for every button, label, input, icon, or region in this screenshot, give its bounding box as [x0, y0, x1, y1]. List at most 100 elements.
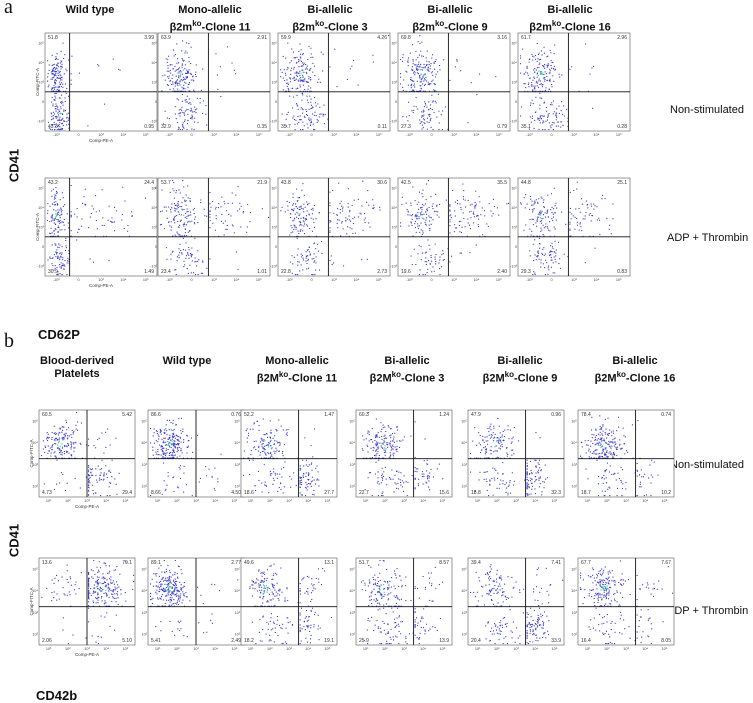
event-dot [54, 577, 56, 579]
event-dot [305, 487, 307, 489]
event-dot [296, 216, 298, 218]
event-dot [555, 119, 557, 121]
x-tick-label: 10⁵ [231, 499, 237, 503]
event-dot [309, 77, 311, 79]
event-dot [88, 490, 90, 492]
event-dot [529, 473, 531, 475]
event-dot [88, 477, 90, 479]
event-dot [189, 253, 191, 255]
event-dot [71, 457, 73, 459]
event-dot [487, 443, 489, 445]
event-dot [187, 72, 189, 74]
event-dot [176, 256, 178, 258]
event-dot [311, 480, 313, 482]
event-dot [164, 588, 166, 590]
event-dot [597, 433, 599, 435]
event-dot [88, 480, 90, 482]
event-dot [173, 219, 175, 221]
event-dot [178, 126, 180, 128]
event-dot [70, 73, 72, 75]
event-dot [173, 190, 175, 192]
event-dot [189, 264, 191, 266]
event-dot [171, 443, 173, 445]
event-dot [538, 479, 540, 481]
event-dot [419, 269, 421, 271]
event-dot [408, 115, 410, 117]
event-dot [297, 108, 299, 110]
event-dot [112, 589, 114, 591]
event-dot [617, 446, 619, 448]
x-tick-label: -10³ [53, 133, 60, 137]
event-dot [485, 448, 487, 450]
event-dot [381, 428, 383, 430]
event-dot [178, 213, 180, 215]
event-dot [282, 429, 284, 431]
event-dot [541, 197, 543, 199]
event-dot [59, 244, 61, 246]
event-dot [181, 80, 183, 82]
event-dot [56, 214, 58, 216]
event-dot [361, 205, 363, 207]
event-dot [530, 470, 532, 472]
event-dot [178, 70, 180, 72]
event-dot [258, 425, 260, 427]
event-dot [483, 471, 485, 473]
event-dot [166, 457, 168, 459]
event-dot [169, 419, 171, 421]
event-dot [540, 73, 542, 75]
event-dot [293, 115, 295, 117]
event-dot [410, 221, 412, 223]
event-dot [340, 200, 342, 202]
quadrant-percent: 43.3 [48, 124, 58, 130]
event-dot [414, 215, 416, 217]
event-dot [343, 265, 345, 267]
event-dot [178, 466, 180, 468]
event-dot [442, 253, 444, 255]
event-dot [544, 464, 546, 466]
event-dot [59, 220, 61, 222]
event-dot [190, 256, 192, 258]
event-dot [55, 251, 57, 253]
event-dot [189, 198, 191, 200]
event-dot [604, 470, 606, 472]
event-dot [537, 82, 539, 84]
event-dot [649, 464, 651, 466]
event-dot [176, 435, 178, 437]
event-dot [44, 451, 46, 453]
event-dot [425, 224, 427, 226]
event-dot [573, 189, 575, 191]
event-dot [197, 434, 199, 436]
event-dot [300, 72, 302, 74]
event-dot [548, 122, 550, 124]
event-dot [188, 83, 190, 85]
event-dot [539, 92, 541, 94]
event-dot [578, 229, 580, 231]
event-dot [64, 54, 66, 56]
event-dot [426, 261, 428, 263]
event-dot [165, 448, 167, 450]
event-dot [470, 457, 472, 459]
event-dot [88, 466, 90, 468]
event-dot [90, 472, 92, 474]
col-title-line1: Bi-allelic [497, 355, 543, 367]
event-dot [184, 88, 186, 90]
event-dot [293, 256, 295, 258]
event-dot [541, 84, 543, 86]
event-dot [563, 253, 565, 255]
event-dot [364, 489, 366, 491]
event-dot [423, 74, 425, 76]
event-dot [109, 444, 111, 446]
event-dot [58, 440, 60, 442]
event-dot [352, 223, 354, 225]
event-dot [157, 457, 159, 459]
event-dot [60, 222, 62, 224]
event-dot [299, 59, 301, 61]
event-dot [524, 73, 526, 75]
event-dot [173, 449, 175, 451]
event-dot [416, 68, 418, 70]
event-dot [67, 119, 69, 121]
event-dot [276, 449, 278, 451]
x-tick-label: 0 [191, 133, 193, 137]
event-dot [51, 65, 53, 67]
